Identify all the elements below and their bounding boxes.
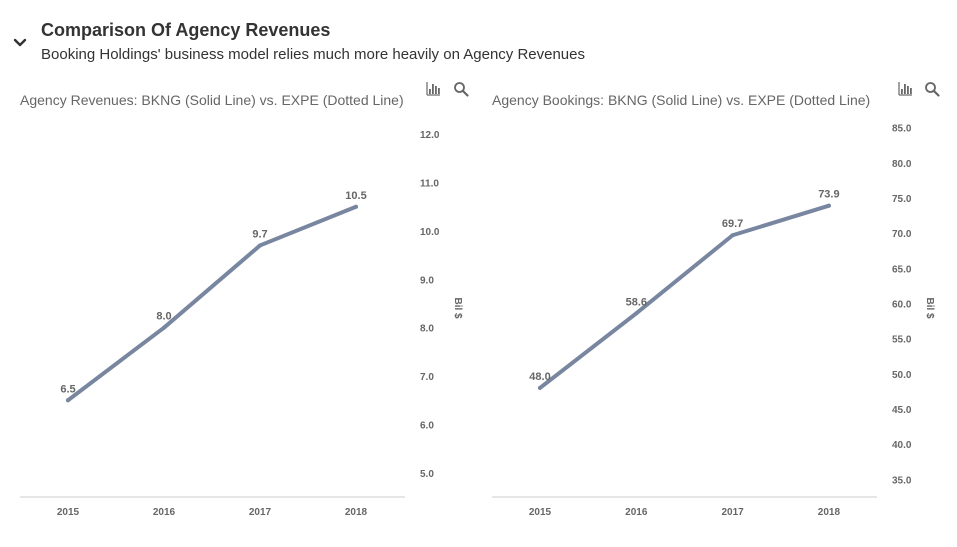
data-point[interactable] [162, 325, 166, 330]
x-tick-label: 2017 [721, 507, 744, 518]
y-tick-label: 11.0 [420, 179, 439, 190]
y-tick-label: 10.0 [420, 227, 440, 238]
y-tick-label: 12.0 [420, 130, 440, 141]
y-tick-label: 65.0 [892, 264, 912, 275]
data-label: 8.0 [156, 311, 171, 323]
data-point[interactable] [354, 204, 358, 209]
y-tick-label: 8.0 [420, 324, 434, 335]
data-label: 48.0 [529, 371, 550, 383]
data-point[interactable] [538, 385, 542, 390]
data-label: 9.7 [252, 228, 267, 240]
x-tick-label: 2016 [625, 507, 648, 518]
y-tick-label: 75.0 [892, 194, 912, 205]
data-point[interactable] [730, 233, 735, 238]
search-icon[interactable] [453, 81, 469, 97]
y-tick-label: 50.0 [892, 370, 912, 381]
y-tick-label: 80.0 [892, 159, 912, 170]
y-tick-label: 6.0 [420, 420, 434, 431]
y-tick-label: 40.0 [892, 440, 912, 451]
y-tick-label: 5.0 [420, 469, 434, 480]
section-header: Comparison Of Agency Revenues Booking Ho… [0, 0, 957, 70]
y-tick-label: 35.0 [892, 475, 912, 486]
bar-chart-icon[interactable] [425, 81, 441, 97]
section-title: Comparison Of Agency Revenues [41, 20, 331, 40]
x-tick-label: 2015 [529, 507, 552, 518]
x-tick-label: 2016 [153, 507, 176, 518]
data-point[interactable] [258, 243, 262, 248]
y-tick-label: 85.0 [892, 124, 912, 135]
data-label: 73.9 [818, 189, 839, 201]
data-label: 58.6 [626, 296, 647, 308]
chevron-down-icon[interactable] [12, 36, 28, 50]
chart-plot-area: 2015 2016 2017 2018 5.0 6.0 7.0 8.0 9.0 10.0 11.0 1… [20, 130, 463, 518]
chart-plot-area: 2015 2016 2017 2018 35.0 40.0 45.0 50.0 55.0 60.0… [492, 124, 935, 518]
x-tick-label: 2018 [345, 507, 368, 518]
x-tick-label: 2018 [818, 507, 841, 518]
y-tick-label: 45.0 [892, 405, 912, 416]
x-tick-label: 2017 [249, 507, 272, 518]
data-point[interactable] [66, 398, 70, 403]
chart-title: Agency Revenues: BKNG (Solid Line) vs. E… [20, 92, 404, 108]
data-label: 69.7 [722, 218, 743, 230]
y-tick-label: 7.0 [420, 372, 434, 383]
section-subtitle: Booking Holdings' business model relies … [41, 46, 585, 63]
data-point[interactable] [826, 203, 831, 208]
series-line [66, 204, 358, 403]
y-tick-label: 70.0 [892, 229, 912, 240]
y-axis-title: Bil $ [452, 297, 463, 319]
chart-title: Agency Bookings: BKNG (Solid Line) vs. E… [492, 92, 871, 108]
data-label: 6.5 [60, 383, 75, 395]
data-point[interactable] [634, 311, 639, 316]
bar-chart-icon[interactable] [897, 81, 913, 97]
series-line [538, 203, 831, 390]
x-tick-label: 2015 [57, 507, 80, 518]
agency-revenues-chart: Agency Revenues: BKNG (Solid Line) vs. E… [0, 75, 478, 547]
agency-bookings-chart: Agency Bookings: BKNG (Solid Line) vs. E… [478, 75, 957, 547]
y-axis-title: Bil $ [924, 297, 935, 319]
y-tick-label: 55.0 [892, 335, 912, 346]
search-icon[interactable] [924, 81, 940, 97]
data-label: 10.5 [345, 190, 366, 202]
y-tick-label: 9.0 [420, 275, 434, 286]
y-tick-label: 60.0 [892, 300, 912, 311]
